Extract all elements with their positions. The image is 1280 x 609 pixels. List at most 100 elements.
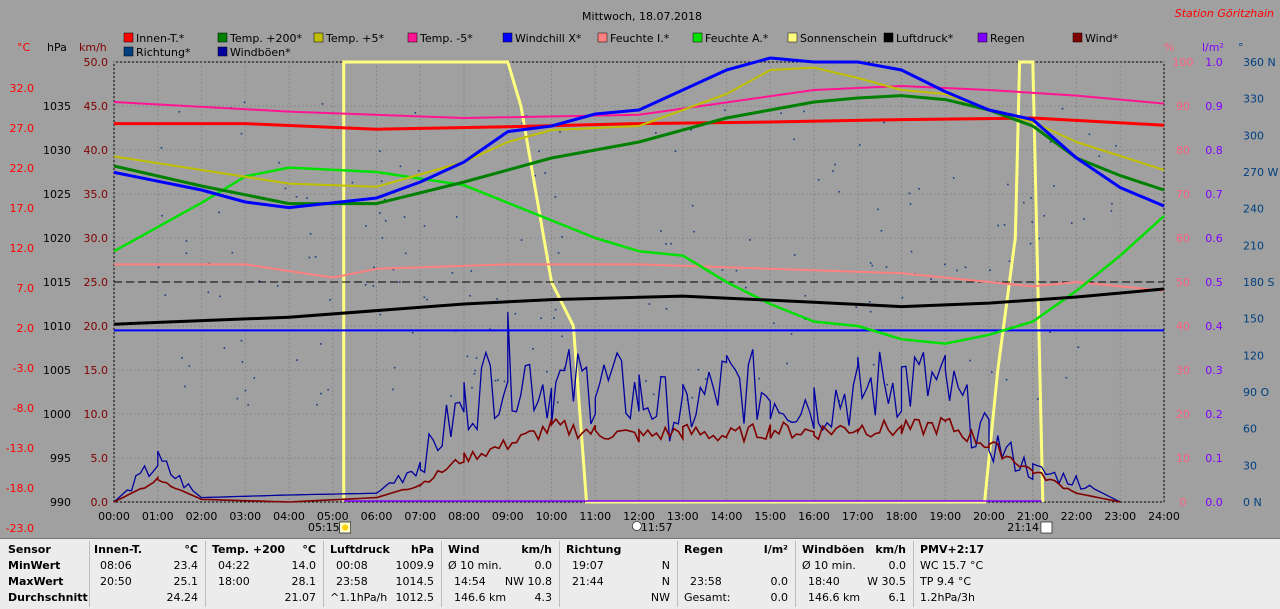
wind-r2-time: 14:54 [454, 575, 486, 588]
hpa-tick: 1030 [43, 144, 71, 157]
direction-dot [546, 370, 548, 373]
direction-dot [236, 397, 239, 400]
kmh-tick: 15.0 [84, 364, 109, 377]
time-tick: 13:00 [667, 510, 699, 523]
direction-dot [877, 208, 879, 211]
wind-r1-value: 0.0 [534, 559, 553, 572]
direction-tick: 150 [1243, 313, 1264, 326]
druck-max-time: 23:58 [336, 575, 368, 588]
time-tick: 08:00 [448, 510, 480, 523]
direction-dot [1003, 224, 1006, 226]
pmv-r2: TP 9.4 °C [920, 575, 972, 588]
rain-tick: 0.5 [1205, 276, 1223, 289]
direction-dot [665, 308, 668, 310]
innen-title: Innen-T. [94, 543, 143, 556]
druck-title: Luftdruck [330, 543, 390, 556]
celsius-tick: 17.0 [10, 202, 35, 215]
direction-dot [185, 240, 188, 242]
boeen-r2-time: 18:40 [808, 575, 840, 588]
legend-label: Sonnenschein [800, 32, 877, 45]
direction-dot [735, 269, 738, 272]
wind-r3-label: 146.6 km [454, 591, 507, 604]
direction-dot [1049, 141, 1052, 143]
direction-dot [392, 388, 394, 391]
direction-dot [278, 161, 280, 164]
boeen-title: Windböen [802, 543, 865, 556]
direction-dot [380, 180, 383, 182]
celsius-tick: -13.0 [6, 442, 34, 455]
direction-dot [1038, 237, 1040, 240]
station-name: Station Göritzhain [1175, 7, 1274, 20]
boeen-r2-value: W 30.5 [867, 575, 906, 588]
direction-dot [1031, 221, 1033, 223]
direction-dot [803, 110, 805, 113]
temp-200-line [113, 94, 1165, 206]
direction-dot [544, 172, 546, 174]
hpa-tick: 1025 [43, 188, 71, 201]
statistics-panel: Sensor MinWert MaxWert Durchschnitt Inne… [0, 538, 1280, 609]
hpa-tick: 1015 [43, 276, 71, 289]
rain-tick: 0.9 [1205, 100, 1223, 113]
label-max: MaxWert [8, 575, 64, 588]
innen-min-time: 08:06 [100, 559, 132, 572]
time-tick: 03:00 [229, 510, 261, 523]
time-tick: 07:00 [404, 510, 436, 523]
direction-dot [538, 150, 540, 153]
regen-unit: l/m² [763, 543, 788, 556]
legend-label: Temp. -5* [419, 32, 473, 45]
direction-dot [253, 377, 256, 379]
direction-dot [745, 286, 747, 289]
direction-dot [1043, 215, 1046, 217]
sun-icon [342, 524, 349, 531]
hpa-tick: 995 [50, 452, 71, 465]
direction-dot [793, 138, 795, 141]
druck-min-value: 1009.9 [395, 559, 435, 572]
kmh-tick: 40.0 [84, 144, 109, 157]
time-tick: 21:00 [1017, 510, 1049, 523]
direction-dot [308, 256, 311, 259]
direction-dot [399, 165, 402, 168]
wind-r2-value: NW 10.8 [504, 575, 552, 588]
sunset-icon [1040, 521, 1053, 534]
direction-dot [321, 103, 324, 105]
direction-tick: 90 O [1243, 386, 1269, 399]
direction-dot [403, 216, 406, 218]
direction-dot [241, 361, 244, 363]
temp-max-value: 28.1 [291, 575, 317, 588]
wind-title: Wind [448, 543, 480, 556]
direction-dot [1030, 197, 1032, 199]
legend-label: Wind* [1085, 32, 1119, 45]
direction-dot [455, 216, 458, 218]
percent-tick: 50 [1176, 276, 1190, 289]
temp-unit: °C [302, 543, 316, 556]
legend-swatch [597, 32, 608, 43]
kmh-tick: 20.0 [84, 320, 109, 333]
direction-dot [652, 393, 655, 396]
direction-dot [327, 388, 329, 391]
direction-dot [399, 281, 401, 283]
legend-swatch [883, 32, 894, 43]
direction-dot [411, 331, 414, 334]
temp-min-value: 14.0 [291, 559, 317, 572]
time-tick: 22:00 [1061, 510, 1093, 523]
direction-dot [329, 299, 331, 301]
direction-dot [886, 383, 889, 386]
direction-dot [690, 129, 692, 131]
druck-unit: hPa [410, 543, 434, 556]
direction-dot [240, 132, 243, 135]
celsius-unit: °C [17, 41, 31, 54]
direction-dot [471, 386, 473, 389]
direction-dot [758, 377, 760, 380]
direction-dot [218, 211, 220, 214]
direction-dot [655, 132, 657, 134]
rain-tick: 0.8 [1205, 144, 1223, 157]
richtung-r2-value: N [661, 575, 670, 588]
direction-dot [832, 170, 834, 172]
direction-dot [1007, 183, 1009, 186]
direction-dot [645, 380, 647, 382]
time-tick: 17:00 [842, 510, 874, 523]
direction-dot [1071, 222, 1073, 224]
stats-labels: Sensor MinWert MaxWert Durchschnitt [8, 542, 88, 606]
direction-dot [1077, 346, 1080, 348]
kmh-tick: 25.0 [84, 276, 109, 289]
